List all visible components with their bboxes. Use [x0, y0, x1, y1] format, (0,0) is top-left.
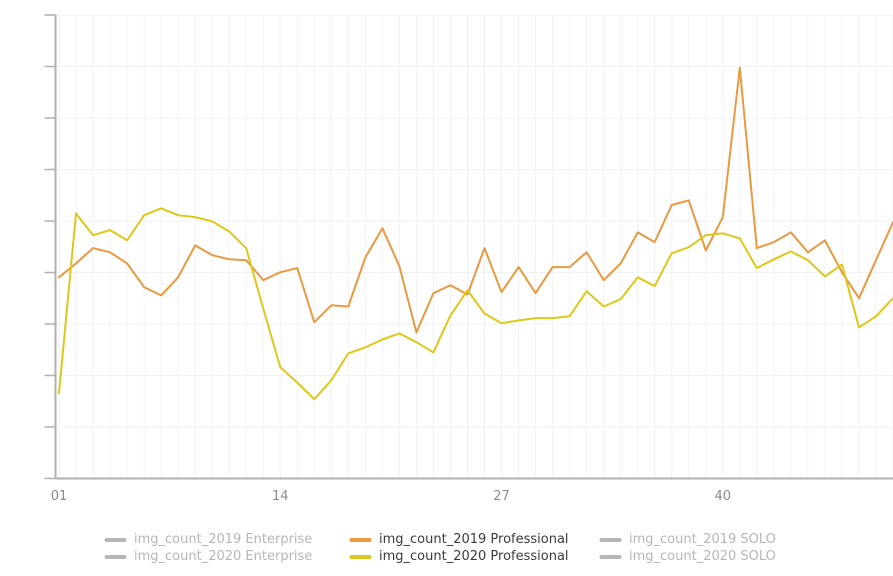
x-axis-label: 27 [493, 489, 510, 504]
legend-line-marker-icon [599, 537, 621, 542]
legend-item-img_count_2019-enterprise[interactable]: img_count_2019 Enterprise [104, 531, 349, 548]
legend-item-img_count_2019-solo[interactable]: img_count_2019 SOLO [599, 531, 789, 548]
series-line-img_count_2020-professional [58, 207, 893, 401]
x-axis-label: 14 [272, 489, 289, 504]
legend-item-label: img_count_2020 Enterprise [134, 549, 313, 564]
chart-legend: img_count_2019 Enterprise img_count_2019 … [104, 531, 789, 565]
legend-item-label: img_count_2020 Professional [379, 549, 569, 564]
legend-line-marker-icon [349, 554, 371, 559]
legend-item-img_count_2020-professional[interactable]: img_count_2020 Professional [349, 548, 599, 565]
x-axis-label: 01 [51, 489, 68, 504]
legend-line-marker-icon [349, 537, 371, 542]
x-axis-label: 40 [715, 489, 732, 504]
legend-item-label: img_count_2019 Enterprise [134, 532, 313, 547]
legend-item-img_count_2020-enterprise[interactable]: img_count_2020 Enterprise [104, 548, 349, 565]
legend-item-label: img_count_2020 SOLO [629, 549, 776, 564]
legend-item-label: img_count_2019 Professional [379, 532, 569, 547]
legend-line-marker-icon [599, 554, 621, 559]
series-line-img_count_2019-professional [58, 66, 893, 334]
legend-item-label: img_count_2019 SOLO [629, 532, 776, 547]
legend-item-img_count_2019-professional[interactable]: img_count_2019 Professional [349, 531, 599, 548]
legend-item-img_count_2020-solo[interactable]: img_count_2020 SOLO [599, 548, 789, 565]
legend-line-marker-icon [104, 537, 126, 542]
legend-line-marker-icon [104, 554, 126, 559]
